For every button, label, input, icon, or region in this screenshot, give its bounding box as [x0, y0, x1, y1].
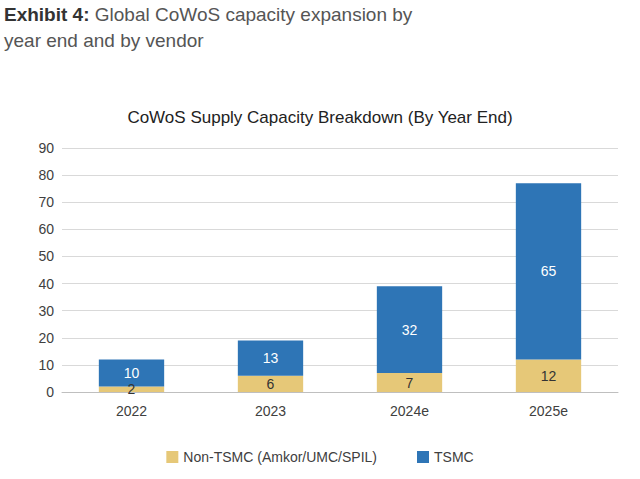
- svg-text:6: 6: [267, 376, 275, 392]
- svg-text:CoWoS Supply Capacity Breakdow: CoWoS Supply Capacity Breakdown (By Year…: [127, 108, 512, 127]
- svg-text:13: 13: [263, 350, 279, 366]
- svg-text:10: 10: [38, 357, 54, 373]
- svg-text:30: 30: [38, 303, 54, 319]
- svg-text:20: 20: [38, 330, 54, 346]
- svg-text:TSMC: TSMC: [434, 449, 474, 465]
- svg-text:2024e: 2024e: [390, 403, 429, 419]
- svg-text:10: 10: [124, 365, 140, 381]
- html-text:Exhibit 4: Global CoWoS capaci: Exhibit 4: Global CoWoS capacity expansi…: [4, 4, 413, 51]
- svg-text:0: 0: [46, 384, 54, 400]
- svg-text:7: 7: [406, 375, 414, 391]
- svg-text:70: 70: [38, 194, 54, 210]
- svg-text:40: 40: [38, 276, 54, 292]
- svg-text:32: 32: [402, 322, 418, 338]
- svg-text:90: 90: [38, 140, 54, 156]
- svg-text:2022: 2022: [116, 403, 147, 419]
- svg-text:2025e: 2025e: [529, 403, 568, 419]
- svg-text:12: 12: [541, 368, 557, 384]
- svg-text:2023: 2023: [255, 403, 286, 419]
- svg-text:50: 50: [38, 248, 54, 264]
- svg-text:65: 65: [541, 263, 557, 279]
- svg-text:2: 2: [128, 381, 136, 397]
- svg-text:60: 60: [38, 221, 54, 237]
- svg-text:80: 80: [38, 167, 54, 183]
- svg-text:Non-TSMC (Amkor/UMC/SPIL): Non-TSMC (Amkor/UMC/SPIL): [183, 449, 377, 465]
